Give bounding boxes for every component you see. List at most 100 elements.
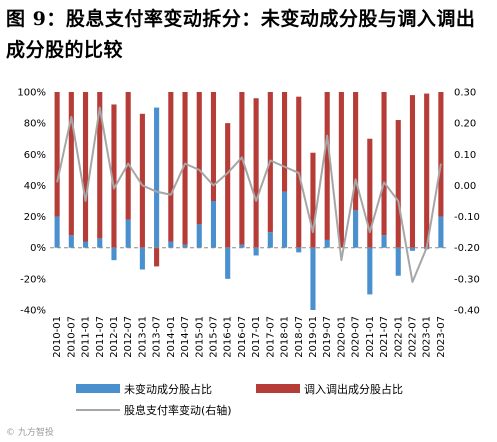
x-tick-label: 2017-01 [251, 316, 262, 358]
bar-unchanged-2020-07 [353, 210, 359, 248]
bar-adjusted-2018-01 [281, 92, 288, 192]
bar-adjusted-2017-01 [253, 98, 259, 248]
x-tick-label: 2020-01 [336, 316, 347, 358]
bar-adjusted-2019-01 [310, 152, 316, 248]
legend-label-adjusted: 调入调出成分股占比 [304, 382, 403, 396]
x-tick-label: 2023-07 [436, 316, 447, 358]
bar-adjusted-2023-01 [424, 93, 430, 248]
x-tick-label: 2016-01 [223, 316, 234, 358]
left-tick-label: -40% [20, 306, 46, 317]
bars-layer [54, 92, 444, 310]
x-tick-labels: 2010-01 2010-07 2011-01 2011-07 2012-01 2012-… [52, 316, 447, 358]
bar-unchanged-2010-07 [68, 235, 74, 248]
x-tick-label: 2019-07 [322, 316, 333, 358]
bar-unchanged-2018-01 [281, 191, 288, 248]
bar-unchanged-2016-07 [239, 244, 245, 248]
bar-adjusted-2021-07 [381, 92, 387, 236]
bar-adjusted-2014-01 [168, 92, 174, 242]
bar-unchanged-2019-01 [310, 247, 316, 310]
bar-unchanged-2021-07 [381, 235, 387, 248]
bar-adjusted-2015-01 [196, 92, 202, 225]
x-tick-label: 2012-01 [109, 316, 120, 358]
bar-adjusted-2011-01 [82, 92, 89, 242]
bar-adjusted-2019-07 [324, 92, 330, 240]
legend-label-line: 股息支付率变动(右轴) [124, 403, 232, 417]
left-tick-label: 40% [24, 181, 46, 192]
x-tick-label: 2011-01 [81, 316, 92, 358]
x-tick-label: 2010-01 [52, 316, 63, 358]
x-tick-label: 2022-07 [407, 316, 418, 358]
bar-adjusted-2013-07 [154, 247, 160, 267]
bar-unchanged-2013-07 [154, 107, 160, 248]
page-title: 图 9：股息支付率变动拆分：未变动成分股与调入调出成分股的比较 [6, 8, 476, 61]
bar-adjusted-2016-07 [239, 92, 245, 245]
bar-unchanged-2014-07 [182, 244, 188, 248]
x-tick-label: 2012-07 [123, 316, 134, 358]
bar-unchanged-2022-07 [409, 247, 416, 251]
bar-unchanged-2017-07 [267, 232, 273, 248]
left-tick-label: -20% [20, 274, 46, 285]
left-tick-label: 100% [17, 88, 46, 99]
bar-adjusted-2011-07 [97, 92, 103, 239]
x-tick-label: 2014-01 [166, 316, 177, 358]
bar-unchanged-2010-01 [54, 216, 60, 248]
x-tick-label: 2022-01 [393, 316, 404, 358]
bar-adjusted-2022-01 [395, 120, 401, 248]
bar-adjusted-2010-01 [54, 92, 60, 217]
bar-adjusted-2012-07 [125, 92, 131, 220]
right-tick-label: -0.40 [454, 306, 480, 317]
x-tick-label: 2015-07 [208, 316, 219, 358]
bar-adjusted-2014-07 [182, 92, 188, 245]
bar-adjusted-2010-07 [68, 92, 74, 236]
x-tick-label: 2020-07 [351, 316, 362, 358]
bar-unchanged-2012-01 [111, 247, 117, 261]
x-tick-label: 2018-01 [280, 316, 291, 358]
x-tick-label: 2013-07 [152, 316, 163, 358]
right-tick-label: 0.30 [454, 88, 476, 99]
x-tick-label: 2021-07 [379, 316, 390, 358]
bar-unchanged-2012-07 [125, 219, 131, 248]
bar-unchanged-2011-01 [82, 241, 89, 248]
right-tick-label: -0.20 [454, 243, 480, 254]
bar-adjusted-2016-01 [225, 123, 231, 248]
watermark: © 九方智投 [6, 426, 54, 438]
right-tick-label: 0.00 [454, 181, 476, 192]
bar-unchanged-2011-07 [97, 238, 103, 248]
right-tick-label: 0.20 [454, 119, 476, 130]
left-tick-label: 20% [24, 212, 46, 223]
bar-unchanged-2022-01 [395, 247, 401, 276]
axes-layer: 100% 80% 60% 40% 20% 0% -20% -40% 0.30 0.20 0.10 0.… [17, 88, 479, 317]
x-tick-label: 2015-01 [194, 316, 205, 358]
bar-unchanged-2016-01 [225, 247, 231, 279]
x-tick-label: 2014-07 [180, 316, 191, 358]
bar-unchanged-2021-01 [367, 247, 373, 295]
bar-unchanged-2013-01 [139, 247, 145, 270]
bar-adjusted-2020-07 [353, 92, 359, 211]
right-tick-label: -0.10 [454, 212, 480, 223]
x-tick-label: 2016-07 [237, 316, 248, 358]
bar-unchanged-2018-07 [296, 247, 302, 253]
x-tick-label: 2011-07 [95, 316, 106, 358]
x-tick-label: 2023-01 [422, 316, 433, 358]
x-tick-label: 2013-01 [137, 316, 148, 358]
left-tick-label: 0% [30, 243, 46, 254]
x-tick-label: 2017-07 [265, 316, 276, 358]
x-tick-label: 2021-01 [365, 316, 376, 358]
line-layer [56, 106, 442, 283]
dividend-payout-change-line [56, 106, 442, 283]
legend-swatch-adjusted [256, 384, 300, 393]
bar-adjusted-2023-07 [438, 92, 444, 217]
x-tick-label: 2019-01 [308, 316, 319, 358]
bar-unchanged-2019-07 [324, 239, 330, 248]
bar-unchanged-2015-01 [196, 224, 202, 248]
bar-adjusted-2020-01 [338, 92, 344, 248]
left-tick-label: 60% [24, 150, 46, 161]
x-tick-label: 2010-07 [66, 316, 77, 358]
bar-adjusted-2015-07 [210, 92, 217, 201]
bar-unchanged-2015-07 [210, 201, 217, 248]
bar-unchanged-2023-07 [438, 216, 444, 248]
bar-adjusted-2012-01 [111, 104, 117, 248]
right-tick-label: 0.10 [454, 150, 476, 161]
bar-adjusted-2013-01 [139, 113, 145, 248]
legend-label-unchanged: 未变动成分股占比 [124, 382, 212, 396]
